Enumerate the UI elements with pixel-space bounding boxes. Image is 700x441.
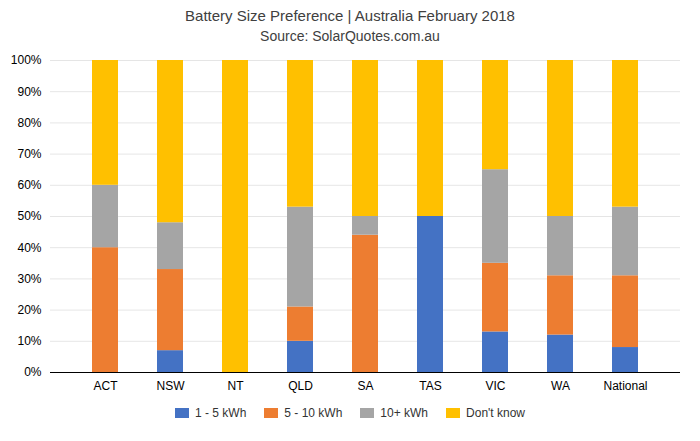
html-text:Battery Size Preference | Aust: Battery Size Preference | Australia Febr… — [185, 7, 515, 24]
html-text:5 - 10 kWh: 5 - 10 kWh — [284, 406, 343, 420]
svg-text:VIC: VIC — [485, 379, 505, 393]
svg-text:10%: 10% — [17, 334, 41, 348]
svg-text:80%: 80% — [17, 116, 41, 130]
svg-text:NSW: NSW — [157, 379, 186, 393]
html-text:Don't know: Don't know — [466, 406, 525, 420]
svg-text:70%: 70% — [17, 147, 41, 161]
svg-text:ACT: ACT — [94, 379, 119, 393]
html-text:Source: SolarQuotes.com.au: Source: SolarQuotes.com.au — [260, 28, 440, 44]
html-text:1 - 5 kWh: 1 - 5 kWh — [195, 406, 247, 420]
svg-text:40%: 40% — [17, 241, 41, 255]
svg-text:NT: NT — [228, 379, 245, 393]
svg-text:100%: 100% — [11, 53, 42, 67]
svg-text:TAS: TAS — [419, 379, 441, 393]
svg-text:National: National — [603, 379, 647, 393]
svg-text:SA: SA — [357, 379, 373, 393]
svg-text:20%: 20% — [17, 303, 41, 317]
svg-text:30%: 30% — [17, 272, 41, 286]
svg-text:90%: 90% — [17, 85, 41, 99]
svg-text:50%: 50% — [17, 209, 41, 223]
svg-text:60%: 60% — [17, 178, 41, 192]
svg-text:QLD: QLD — [288, 379, 313, 393]
svg-text:0%: 0% — [24, 365, 42, 379]
svg-text:WA: WA — [551, 379, 570, 393]
html-text:10+ kWh: 10+ kWh — [380, 406, 428, 420]
